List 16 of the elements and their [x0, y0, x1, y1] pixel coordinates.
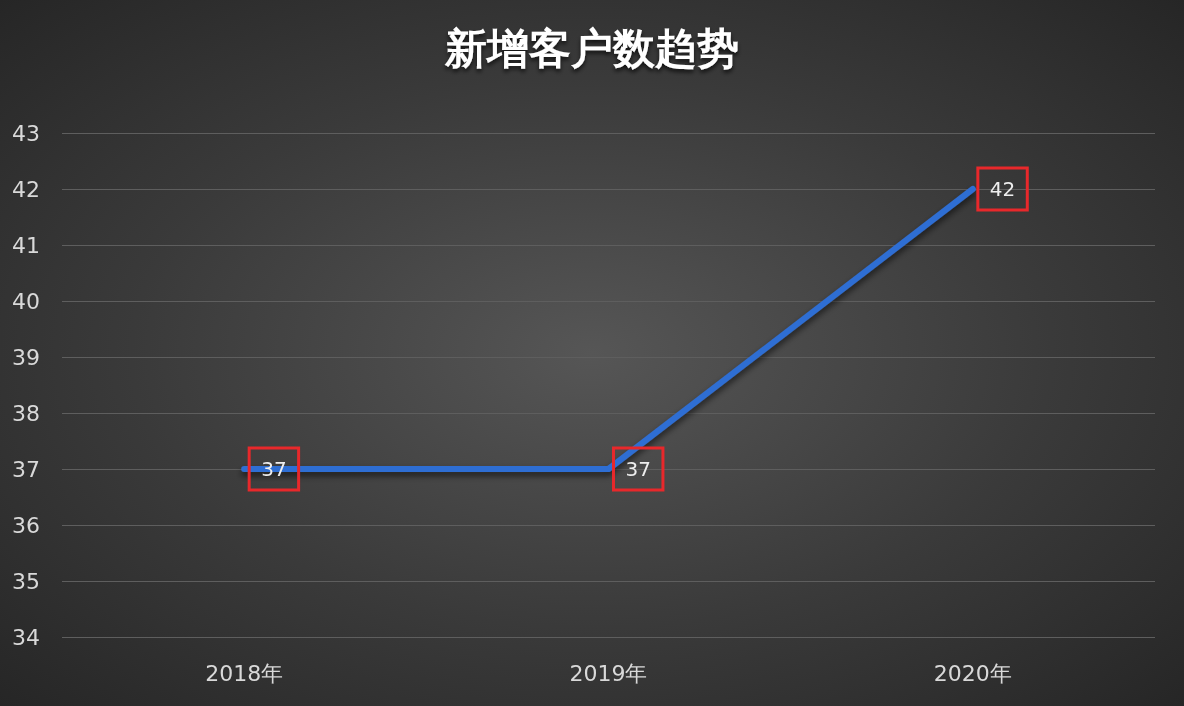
y-tick-label: 37 [12, 456, 40, 482]
y-tick-label: 39 [12, 344, 40, 370]
x-tick-label: 2020年 [933, 660, 1012, 686]
x-tick-label: 2019年 [569, 660, 648, 686]
y-tick-label: 42 [12, 176, 40, 202]
y-tick-label: 40 [12, 288, 40, 314]
x-tick-label: 2018年 [205, 660, 284, 686]
y-tick-label: 36 [12, 512, 40, 538]
y-tick-label: 38 [12, 400, 40, 426]
y-tick-label: 34 [12, 624, 40, 650]
y-tick-label: 41 [12, 232, 40, 258]
chart-title: 新增客户数趋势 [444, 23, 739, 73]
data-label: 37 [625, 457, 651, 481]
y-tick-label: 43 [12, 120, 40, 146]
data-label: 42 [989, 177, 1016, 201]
y-tick-label: 35 [12, 568, 40, 594]
